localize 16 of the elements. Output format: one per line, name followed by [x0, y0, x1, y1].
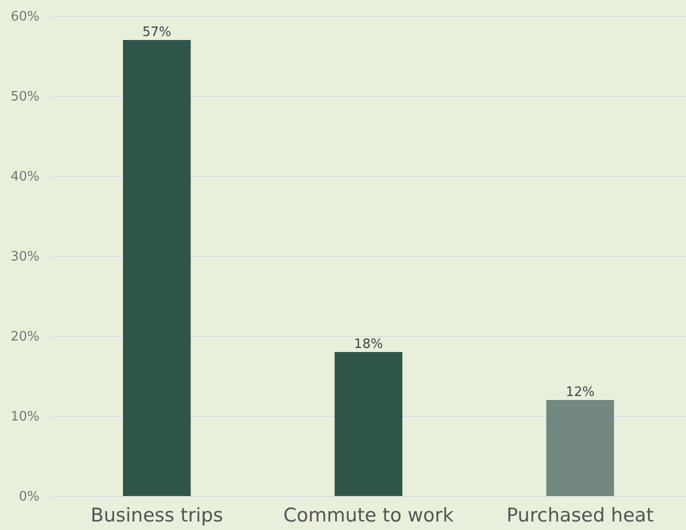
- y-tick-label: 0%: [18, 490, 40, 504]
- y-tick-label: 10%: [10, 410, 40, 424]
- y-tick-label: 40%: [10, 170, 40, 184]
- data-label: 57%: [142, 25, 172, 40]
- y-tick-label: 20%: [10, 330, 40, 344]
- bar: [546, 400, 614, 496]
- x-tick-label: Commute to work: [283, 504, 454, 526]
- x-tick-label: Business trips: [90, 504, 223, 526]
- y-tick-label: 50%: [10, 90, 40, 104]
- y-tick-label: 60%: [10, 10, 40, 24]
- bar: [122, 40, 191, 496]
- bar: [334, 352, 402, 496]
- y-tick-label: 30%: [10, 250, 40, 264]
- x-tick-label: Purchased heat: [506, 504, 654, 526]
- data-label: 12%: [566, 385, 595, 400]
- data-label: 18%: [354, 337, 383, 352]
